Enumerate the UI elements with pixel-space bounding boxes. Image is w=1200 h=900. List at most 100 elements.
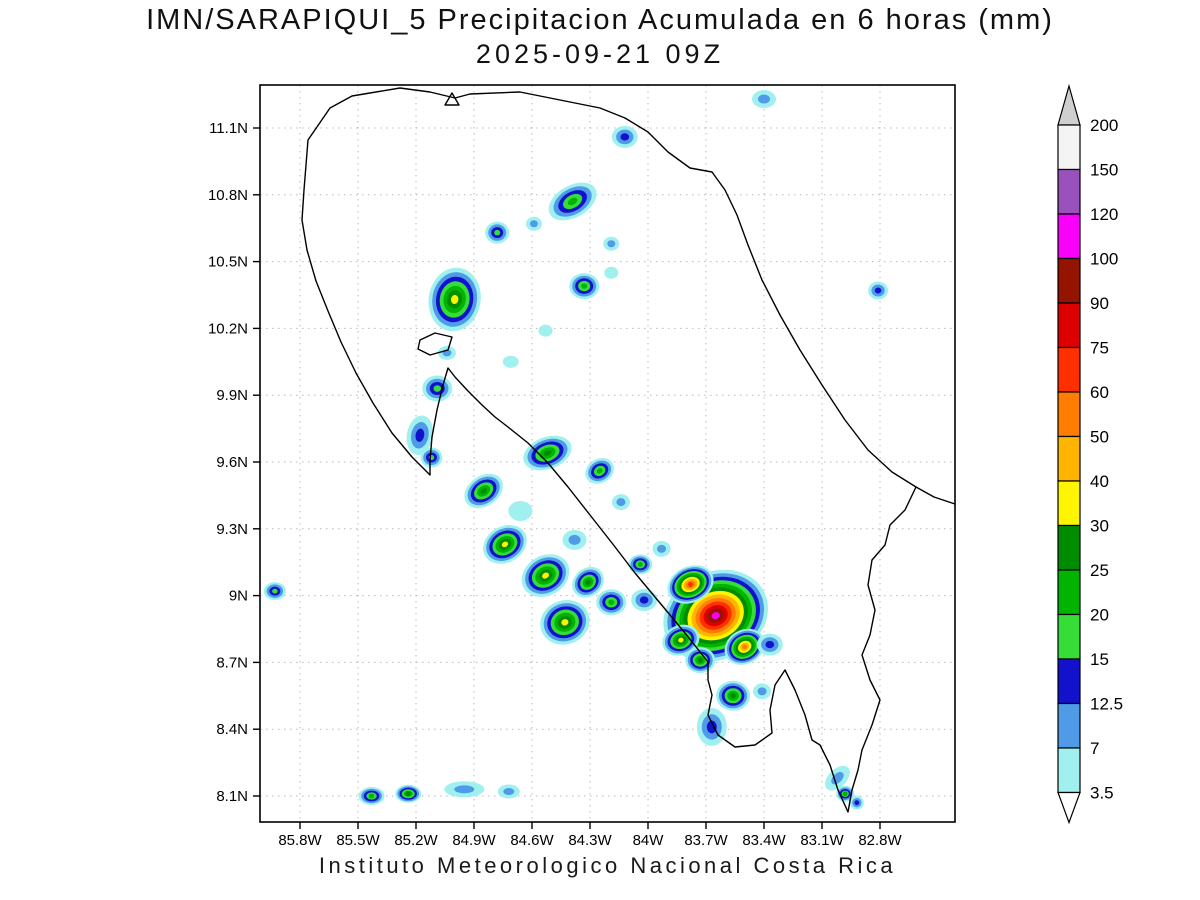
coastline-group xyxy=(301,87,956,813)
precip-cell xyxy=(752,90,776,109)
precip-cell xyxy=(572,566,604,598)
colorbar-segment xyxy=(1057,480,1081,527)
lat-tick-label: 8.1N xyxy=(216,788,248,805)
precip-contour xyxy=(272,588,278,594)
lat-tick-label: 10.5N xyxy=(208,254,248,271)
precip-contour xyxy=(757,687,767,696)
precip-contour xyxy=(503,788,515,796)
colorbar-segment xyxy=(1057,124,1081,171)
lat-tick-label: 9.3N xyxy=(216,521,248,538)
precip-cell xyxy=(444,781,485,798)
precip-cell xyxy=(756,633,783,656)
colorbar-level-label: 150 xyxy=(1090,161,1118,180)
precip-contour xyxy=(538,324,553,337)
colorbar-level-label: 90 xyxy=(1090,294,1109,313)
precip-contour xyxy=(454,785,475,794)
precip-cell xyxy=(868,281,889,300)
precip-contour xyxy=(480,488,487,494)
precip-contour xyxy=(567,197,578,206)
precip-contour xyxy=(561,619,569,626)
precip-cell xyxy=(604,266,619,279)
lon-tick-label: 83.1W xyxy=(800,832,844,849)
precip-cell xyxy=(538,324,553,337)
precip-contour xyxy=(415,428,425,442)
precip-cell xyxy=(521,554,570,597)
precip-contour xyxy=(542,572,549,579)
precip-cell xyxy=(667,565,714,604)
precip-cell xyxy=(849,795,864,810)
colorbar-level-label: 15 xyxy=(1090,650,1109,669)
colorbar-segment xyxy=(1057,257,1081,304)
precip-cell xyxy=(523,435,572,471)
lat-tick-label: 10.2N xyxy=(208,320,248,337)
precip-contour xyxy=(616,498,626,507)
colorbar-segment xyxy=(1057,391,1081,438)
precip-contour xyxy=(831,772,844,785)
precip-contour xyxy=(758,94,770,104)
precip-cell xyxy=(548,182,597,221)
lon-tick-label: 83.7W xyxy=(684,832,728,849)
precip-contour xyxy=(711,612,720,620)
precip-cell xyxy=(603,236,620,251)
colorbar-segment xyxy=(1057,658,1081,705)
precip-cell xyxy=(631,589,658,612)
colorbar-segment xyxy=(1057,302,1081,349)
lon-tick-label: 84.9W xyxy=(452,832,496,849)
precip-cell xyxy=(358,787,385,805)
colorbar-level-label: 75 xyxy=(1090,339,1109,358)
colorbar-level-label: 50 xyxy=(1090,428,1109,447)
precip-contour xyxy=(596,468,603,474)
precip-contour xyxy=(657,544,667,553)
precip-cell xyxy=(395,784,422,803)
precip-cell xyxy=(263,582,286,601)
colorbar-segment xyxy=(1057,702,1081,749)
precip-contour xyxy=(637,562,643,567)
colorbar-level-label: 25 xyxy=(1090,561,1109,580)
axis-tick-labels: 85.8W 85.5W 85.2W 84.9W 84.6W 84.3W 84W 83.7W 83… xyxy=(208,120,903,849)
precip-cell xyxy=(562,529,587,550)
precip-contour xyxy=(678,637,684,643)
precip-contour xyxy=(842,791,848,797)
colorbar-segment xyxy=(1057,213,1081,260)
precip-contour xyxy=(508,500,533,521)
colorbar-level-label: 12.5 xyxy=(1090,695,1123,714)
lon-tick-label: 85.2W xyxy=(394,832,438,849)
precip-cell xyxy=(540,599,590,645)
lat-tick-label: 9N xyxy=(229,588,248,605)
lon-tick-label: 82.8W xyxy=(858,832,902,849)
precip-cell xyxy=(485,221,510,244)
precip-contour xyxy=(697,657,703,663)
precip-contour xyxy=(568,534,581,545)
precip-cell xyxy=(696,707,727,746)
colorbar-level-label: 200 xyxy=(1090,116,1118,135)
precip-cell xyxy=(437,345,456,360)
precip-contour xyxy=(581,283,588,289)
lon-tick-label: 84W xyxy=(633,832,665,849)
precip-cell xyxy=(483,525,527,564)
precip-contour xyxy=(529,220,538,228)
precip-cell xyxy=(428,267,481,332)
axis-ticks xyxy=(253,127,881,829)
page-title: IMN/SARAPIQUI_5 Precipitacion Acumulada … xyxy=(0,4,1200,70)
precip-cell xyxy=(663,569,769,662)
colorbar-arrow-bottom xyxy=(1057,791,1081,825)
lat-tick-label: 10.8N xyxy=(208,187,248,204)
colorbar-segment xyxy=(1057,524,1081,571)
title-line2: 2025-09-21 09Z xyxy=(475,39,725,69)
precip-contour xyxy=(450,294,459,305)
precip-contour xyxy=(620,133,630,141)
precip-cell xyxy=(662,624,700,656)
precipitation-shaded-cells xyxy=(263,90,889,810)
precip-contour xyxy=(585,579,591,585)
colorbar-segment xyxy=(1057,346,1081,393)
colorbar-level-label: 60 xyxy=(1090,383,1109,402)
colorbar-level-label: 30 xyxy=(1090,517,1109,536)
precip-cell xyxy=(464,473,503,509)
grid-lines xyxy=(260,85,955,822)
precip-cell xyxy=(652,540,671,557)
colorbar-level-label: 120 xyxy=(1090,205,1118,224)
precip-contour xyxy=(502,355,519,368)
precip-cell xyxy=(611,494,630,511)
title-line1: IMN/SARAPIQUI_5 Precipitacion Acumulada … xyxy=(146,4,1054,36)
panama-caribbean-coast xyxy=(915,486,956,505)
